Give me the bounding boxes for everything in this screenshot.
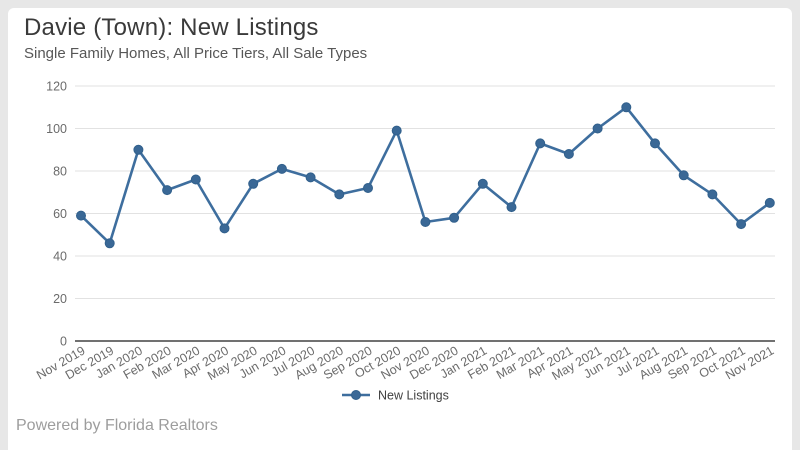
- data-point-may-2020[interactable]: [248, 178, 259, 189]
- data-point-oct-2021[interactable]: [736, 219, 747, 230]
- y-tick-label: 100: [46, 122, 67, 136]
- y-tick-label: 20: [53, 292, 67, 306]
- data-point-jul-2021[interactable]: [650, 138, 660, 149]
- data-point-apr-2020[interactable]: [219, 223, 230, 234]
- y-tick-label: 120: [46, 80, 67, 94]
- chart-card: Davie (Town): New Listings Single Family…: [8, 8, 792, 450]
- data-point-feb-2020[interactable]: [162, 185, 173, 196]
- data-point-jun-2020[interactable]: [276, 163, 287, 174]
- legend[interactable]: New Listings: [342, 389, 449, 403]
- data-point-aug-2020[interactable]: [334, 189, 345, 200]
- data-point-mar-2021[interactable]: [535, 138, 546, 149]
- data-point-sep-2021[interactable]: [707, 189, 718, 200]
- data-point-dec-2020[interactable]: [449, 212, 460, 223]
- y-axis-labels: 0 20 40 60 80 100 120: [46, 80, 67, 349]
- y-tick-label: 80: [53, 165, 67, 179]
- data-point-oct-2020[interactable]: [391, 125, 402, 136]
- data-point-jun-2021[interactable]: [621, 102, 632, 113]
- data-point-mar-2020[interactable]: [190, 174, 201, 185]
- legend-marker-icon: [351, 390, 361, 400]
- footer-credit: Powered by Florida Realtors: [16, 417, 218, 434]
- data-point-aug-2021[interactable]: [678, 170, 689, 181]
- y-tick-label: 40: [53, 250, 67, 264]
- y-tick-label: 60: [53, 207, 67, 221]
- chart-title: Davie (Town): New Listings: [24, 14, 319, 41]
- data-point-nov-2019[interactable]: [76, 210, 86, 221]
- data-point-feb-2021[interactable]: [506, 202, 517, 213]
- data-points: [76, 102, 775, 249]
- chart-subtitle: Single Family Homes, All Price Tiers, Al…: [24, 45, 368, 62]
- data-point-apr-2021[interactable]: [563, 149, 574, 159]
- data-point-jul-2020[interactable]: [305, 172, 316, 183]
- data-point-may-2021[interactable]: [592, 123, 603, 134]
- data-point-jan-2021[interactable]: [477, 178, 488, 189]
- y-tick-label: 0: [60, 335, 67, 349]
- legend-label: New Listings: [378, 389, 449, 403]
- data-point-dec-2019[interactable]: [104, 238, 115, 249]
- data-point-sep-2020[interactable]: [363, 183, 373, 193]
- data-point-jan-2020[interactable]: [133, 144, 144, 155]
- gridlines: [75, 85, 775, 342]
- data-point-nov-2020[interactable]: [420, 217, 431, 227]
- data-point-nov-2021[interactable]: [764, 197, 775, 208]
